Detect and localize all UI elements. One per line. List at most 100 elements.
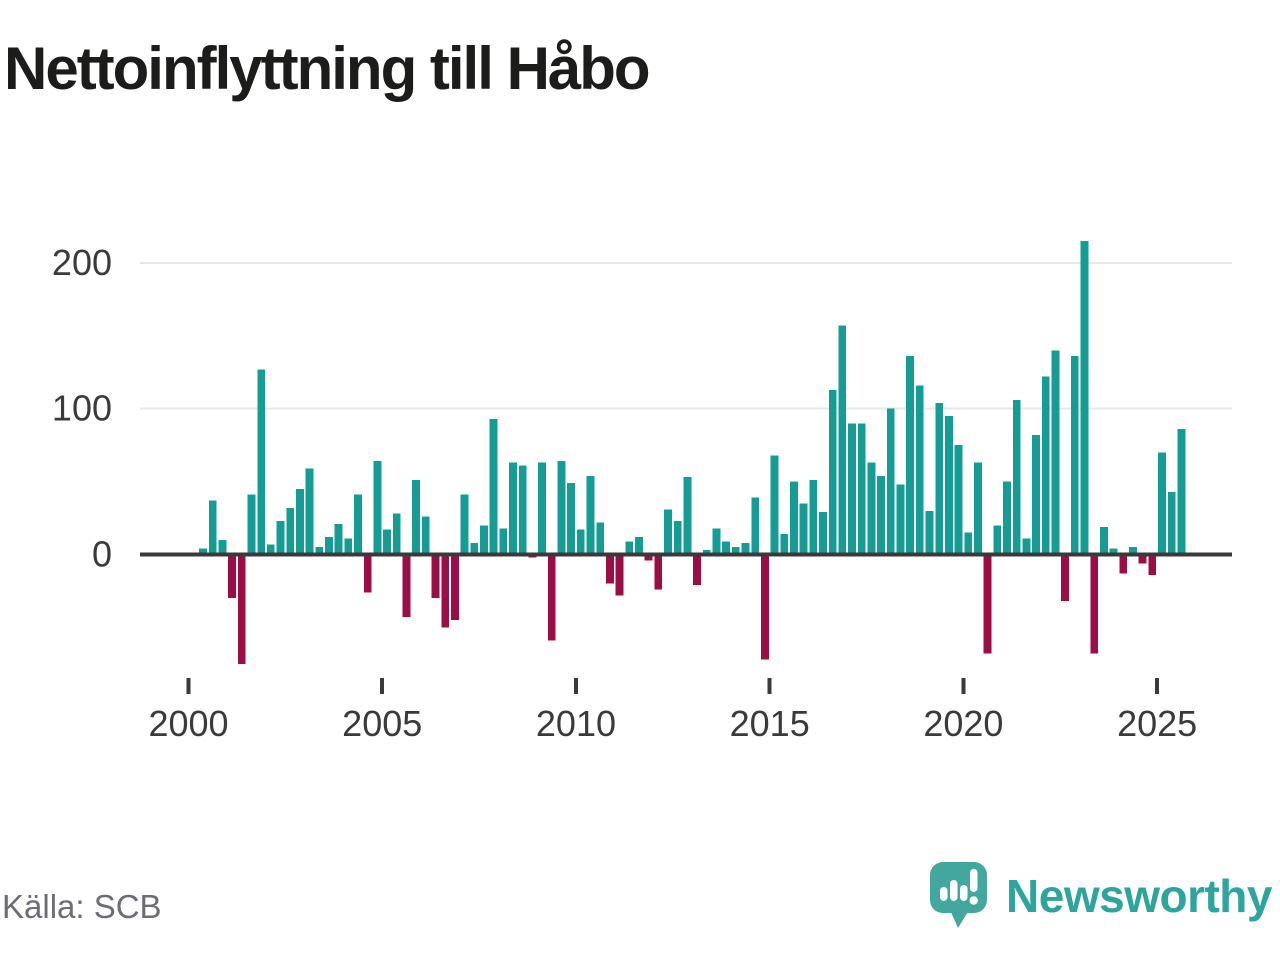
bar-2023-q2 [1090,554,1099,654]
bar-2019-q4 [954,445,963,555]
bar-2014-q1 [731,547,740,555]
brand-name: Newsworthy [1006,870,1272,922]
bar-2017-q3 [867,462,876,555]
bar-2019-q1 [925,510,934,555]
bar-2020-q4 [993,525,1002,555]
bar-2015-q4 [799,503,808,555]
bar-2023-q3 [1099,526,1108,555]
bar-2021-q2 [1012,399,1021,555]
bar-2020-q3 [983,554,992,654]
bar-2021-q1 [1003,481,1011,555]
bar-2001-q4 [257,369,266,555]
bar-2012-q3 [673,520,682,555]
bar-2025-q3 [1177,429,1186,555]
bar-2010-q2 [586,475,595,555]
bar-2003-q2 [315,547,324,555]
bar-2004-q2 [354,494,362,555]
bar-2015-q2 [780,534,789,555]
bar-2025-q2 [1167,491,1176,555]
bar-2018-q3 [906,356,915,555]
bar-2012-q4 [683,477,692,555]
bar-2004-q1 [344,538,353,555]
x-tick-label-2015: 2015 [730,703,810,744]
bar-2023-q4 [1109,548,1118,555]
newsworthy-brand: Newsworthy [928,860,1272,932]
bar-2013-q3 [712,528,721,555]
bar-2002-q1 [266,544,275,555]
bar-2000-q2 [199,548,207,555]
x-tick-label-2000: 2000 [148,703,228,744]
bar-2019-q3 [944,415,953,555]
speech-bubble-bar-chart-icon [930,862,988,928]
bar-2003-q4 [334,523,343,555]
bar-2006-q4 [450,554,459,621]
bar-2013-q2 [702,550,711,555]
x-tick-label-2025: 2025 [1117,703,1197,744]
bar-2015-q3 [790,481,798,555]
bar-2009-q4 [567,483,576,555]
bar-2001-q3 [247,494,256,555]
x-tick-2005 [380,678,385,694]
bar-2002-q3 [286,507,295,555]
bar-2014-q3 [751,497,760,555]
bar-2018-q4 [915,385,924,555]
bar-2003-q3 [325,537,333,555]
bar-2011-q2 [625,541,634,555]
bar-2016-q3 [828,389,837,555]
x-tick-2020 [961,678,966,694]
bar-2018-q1 [886,408,895,555]
bar-2004-q4 [373,461,382,555]
bar-2007-q4 [489,418,498,555]
bar-2025-q1 [1158,452,1166,555]
bar-2011-q3 [635,537,643,555]
gridline-y-100 [140,407,1232,410]
bar-2002-q4 [295,488,304,555]
x-tick-label-2005: 2005 [342,703,422,744]
bar-2021-q4 [1032,434,1040,555]
y-tick-label-100: 100 [52,388,112,429]
bar-2009-q2 [547,554,556,641]
bar-2007-q2 [470,542,479,555]
y-tick-label-0: 0 [92,534,112,575]
bar-2014-q2 [741,542,750,555]
bar-2001-q2 [237,554,246,664]
bar-2006-q3 [441,554,450,628]
x-tick-2000 [186,678,191,694]
bar-2012-q2 [664,509,672,555]
bar-2024-q4 [1148,554,1157,575]
bar-2022-q4 [1070,356,1079,555]
x-tick-2015 [767,678,772,694]
bar-2009-q3 [557,461,566,555]
bar-2016-q1 [809,480,818,555]
bar-2005-q2 [392,513,401,555]
bar-2006-q2 [431,554,440,599]
bar-2021-q3 [1022,538,1031,555]
x-tick-label-2020: 2020 [923,703,1003,744]
bar-2017-q4 [877,475,885,555]
bar-2005-q3 [402,554,411,618]
bar-2006-q1 [421,516,430,555]
bar-2017-q2 [857,423,866,555]
bar-2024-q2 [1129,547,1137,555]
x-axis-line [140,552,1232,557]
source-label: Källa: SCB [2,888,162,925]
bar-2015-q1 [770,455,779,555]
x-tick-2025 [1155,678,1160,694]
bar-2017-q1 [848,423,856,555]
x-tick-label-2010: 2010 [536,703,616,744]
bar-2003-q1 [305,468,314,555]
bar-2018-q2 [896,484,905,555]
bar-2022-q1 [1041,376,1050,555]
bar-2001-q1 [228,554,236,599]
bar-2023-q1 [1080,241,1089,555]
bar-2011-q1 [615,554,624,596]
bar-2019-q2 [935,402,944,555]
bar-2013-q4 [722,541,730,555]
bar-2007-q3 [480,525,488,555]
chart-title: Nettoinflyttning till Håbo [4,35,651,102]
bar-2013-q1 [693,554,701,586]
bar-2008-q3 [518,465,527,555]
bar-2020-q2 [974,462,982,555]
bar-2016-q2 [819,512,827,555]
